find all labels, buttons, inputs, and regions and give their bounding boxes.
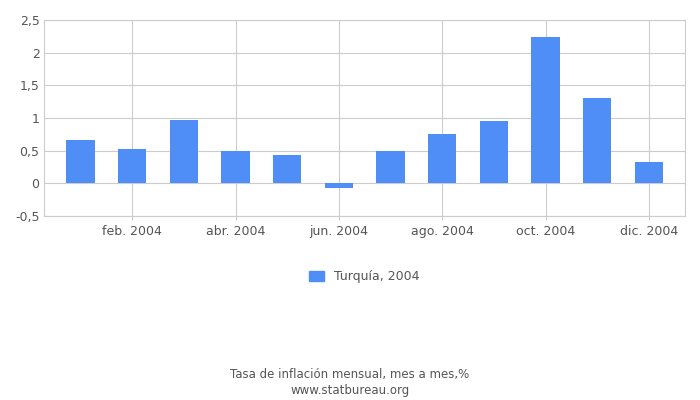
Bar bbox=[428, 134, 456, 183]
Bar bbox=[169, 120, 198, 183]
Text: www.statbureau.org: www.statbureau.org bbox=[290, 384, 410, 397]
Bar bbox=[118, 149, 146, 183]
Bar bbox=[377, 151, 405, 183]
Bar bbox=[583, 98, 611, 183]
Legend: Turquía, 2004: Turquía, 2004 bbox=[304, 265, 425, 288]
Bar bbox=[480, 121, 508, 183]
Bar bbox=[325, 183, 353, 188]
Bar bbox=[66, 140, 94, 183]
Bar bbox=[221, 151, 250, 183]
Bar bbox=[531, 37, 560, 183]
Bar bbox=[273, 154, 302, 183]
Bar bbox=[635, 162, 663, 183]
Text: Tasa de inflación mensual, mes a mes,%: Tasa de inflación mensual, mes a mes,% bbox=[230, 368, 470, 381]
